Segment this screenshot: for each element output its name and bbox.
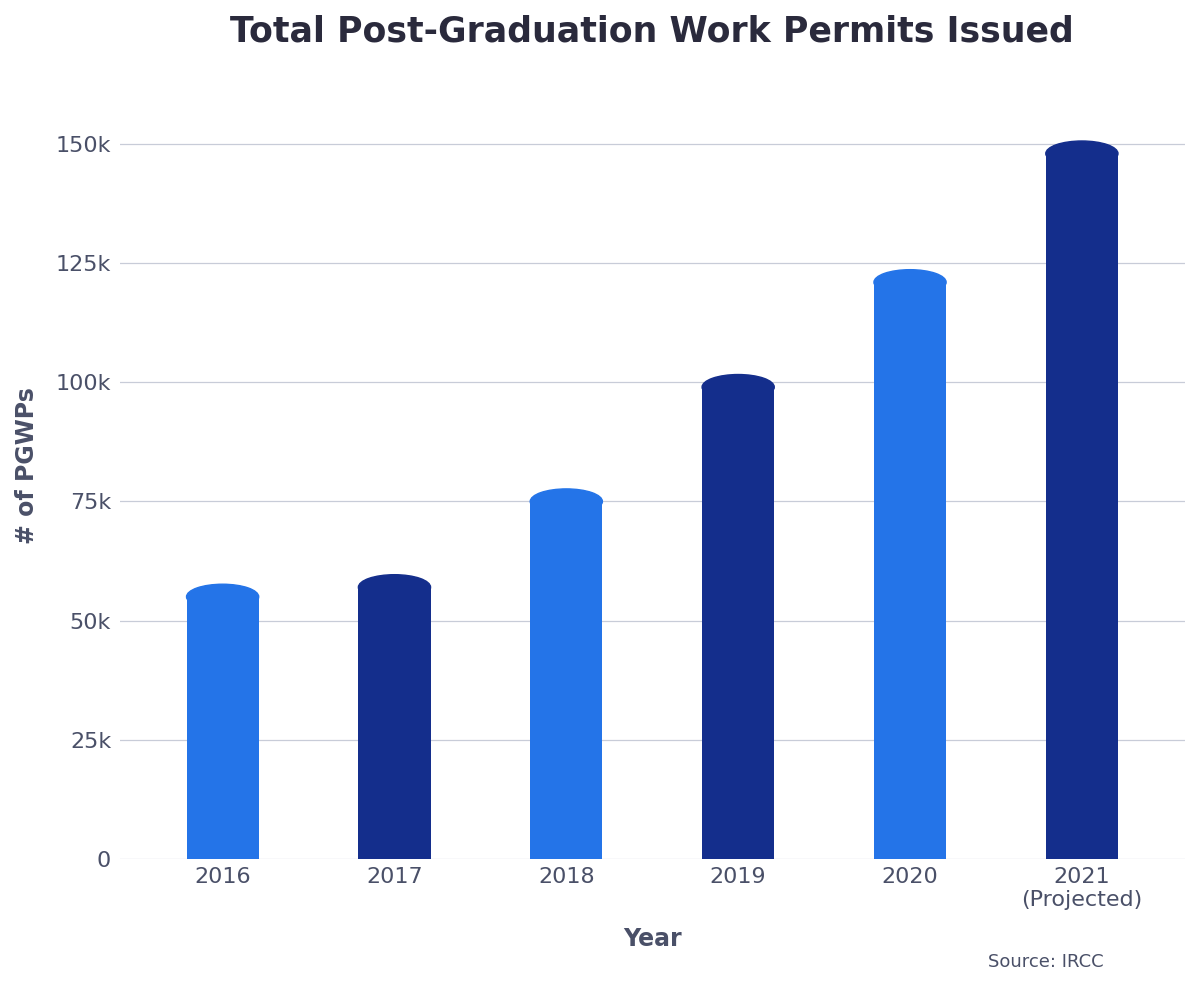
Ellipse shape [530, 489, 602, 514]
Bar [359, 588, 431, 859]
Y-axis label: # of PGWPs: # of PGWPs [16, 387, 40, 544]
Bar [530, 501, 602, 859]
Bar [702, 387, 774, 859]
Ellipse shape [702, 374, 774, 399]
Text: Source: IRCC: Source: IRCC [989, 953, 1104, 971]
Ellipse shape [186, 585, 259, 610]
Ellipse shape [874, 270, 946, 295]
X-axis label: Year: Year [623, 927, 682, 951]
Ellipse shape [1045, 141, 1118, 166]
Bar [186, 597, 259, 859]
Ellipse shape [359, 575, 431, 600]
Bar [1045, 153, 1118, 859]
Bar [874, 282, 946, 859]
Title: Total Post-Graduation Work Permits Issued: Total Post-Graduation Work Permits Issue… [230, 15, 1074, 49]
